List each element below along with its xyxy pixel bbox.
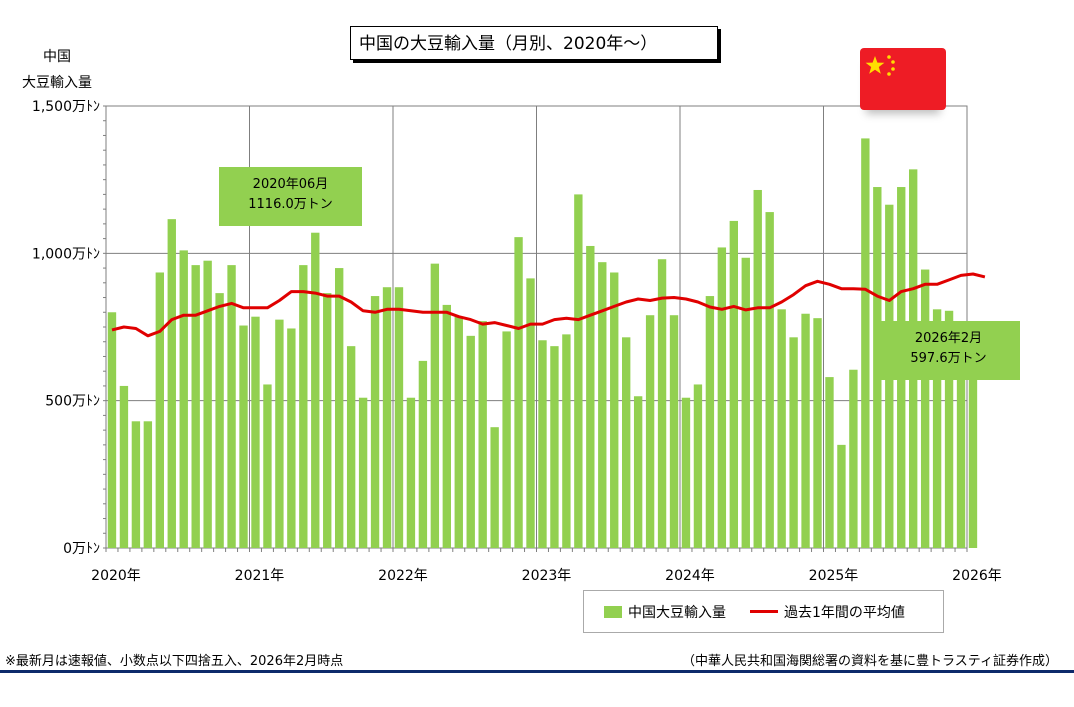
bar bbox=[454, 316, 463, 548]
x-tick-label: 2022年 bbox=[378, 568, 428, 584]
footer-rule bbox=[0, 670, 1074, 673]
callout-2026-02: 2026年2月 597.6万トン bbox=[877, 321, 1020, 380]
y-tick-label: 0万ﾄﾝ bbox=[63, 541, 100, 557]
bar bbox=[657, 259, 667, 548]
bar bbox=[693, 384, 703, 548]
bar bbox=[514, 237, 523, 549]
callout-2026-02-date: 2026年2月 bbox=[914, 331, 983, 346]
chart-legend: 中国大豆輸入量 過去1年間の平均値 bbox=[583, 590, 944, 633]
x-tick-label: 2023年 bbox=[522, 568, 572, 584]
bar bbox=[358, 397, 368, 548]
bar bbox=[275, 319, 284, 548]
bar bbox=[526, 278, 535, 548]
bar bbox=[430, 263, 440, 548]
moving-average-line bbox=[111, 272, 986, 338]
bar bbox=[717, 247, 727, 548]
bar bbox=[777, 309, 786, 548]
bar bbox=[119, 385, 129, 548]
bar bbox=[203, 260, 212, 548]
footnote-right: （中華人民共和国海関総署の資料を基に豊トラスティ証券作成） bbox=[682, 654, 1058, 669]
bar bbox=[466, 335, 475, 548]
bar bbox=[550, 346, 559, 548]
y-axis-label-line1: 中国 bbox=[43, 49, 71, 65]
bar bbox=[944, 310, 954, 548]
bar bbox=[861, 138, 870, 548]
legend-line-label: 過去1年間の平均値 bbox=[784, 604, 905, 621]
bar bbox=[335, 268, 344, 548]
bar bbox=[107, 312, 117, 548]
bar bbox=[299, 265, 308, 548]
footnote-left: ※最新月は速報値、小数点以下四捨五入、2026年2月時点 bbox=[5, 654, 344, 669]
bar bbox=[610, 272, 619, 548]
bar bbox=[394, 287, 404, 548]
bar bbox=[622, 337, 631, 548]
bar bbox=[765, 212, 774, 548]
bar bbox=[239, 325, 248, 548]
bar bbox=[681, 397, 691, 548]
bar bbox=[406, 397, 416, 548]
bar bbox=[251, 316, 260, 548]
bar bbox=[502, 331, 511, 548]
bar bbox=[143, 421, 153, 548]
bar bbox=[382, 287, 392, 548]
bar bbox=[920, 269, 930, 548]
bar bbox=[956, 354, 966, 548]
bar bbox=[311, 232, 320, 548]
bar bbox=[849, 369, 858, 548]
bar bbox=[705, 296, 715, 548]
legend-line-swatch bbox=[750, 610, 778, 613]
bar bbox=[538, 340, 547, 548]
bar bbox=[287, 328, 296, 548]
bar bbox=[215, 293, 224, 548]
bar bbox=[442, 304, 451, 548]
bar bbox=[741, 257, 750, 548]
bar bbox=[801, 313, 810, 548]
callout-2020-06-date: 2020年06月 bbox=[252, 177, 329, 192]
bar bbox=[837, 444, 846, 548]
bar bbox=[586, 245, 595, 548]
bar bbox=[753, 189, 762, 549]
bar bbox=[789, 337, 798, 548]
bar bbox=[227, 265, 236, 548]
bar bbox=[669, 315, 679, 548]
x-tick-label: 2021年 bbox=[235, 568, 285, 584]
bar bbox=[370, 296, 380, 548]
bar bbox=[633, 396, 643, 548]
bar bbox=[263, 384, 272, 548]
bar bbox=[478, 321, 487, 548]
bar bbox=[323, 293, 332, 548]
callout-2020-06-value: 1116.0万トン bbox=[248, 197, 333, 212]
bar bbox=[932, 309, 942, 548]
legend-bar-swatch bbox=[604, 605, 622, 618]
bar bbox=[179, 250, 188, 549]
x-tick-label: 2024年 bbox=[665, 568, 715, 584]
bar bbox=[191, 265, 200, 548]
y-tick-label: 1,500万ﾄﾝ bbox=[32, 99, 100, 115]
y-tick-label: 1,000万ﾄﾝ bbox=[32, 246, 100, 262]
y-tick-label: 500万ﾄﾝ bbox=[45, 394, 100, 410]
callout-2026-02-value: 597.6万トン bbox=[910, 351, 987, 366]
bar bbox=[574, 194, 583, 548]
bar bbox=[418, 360, 428, 548]
chart-title: 中国の大豆輸入量（月別、2020年～） bbox=[350, 26, 718, 60]
bar bbox=[155, 272, 164, 548]
bar bbox=[167, 219, 176, 549]
bar bbox=[968, 371, 978, 548]
bar bbox=[813, 318, 822, 548]
bar bbox=[490, 427, 499, 548]
legend-bar-label: 中国大豆輸入量 bbox=[628, 604, 726, 621]
x-tick-label: 2020年 bbox=[91, 568, 141, 584]
x-tick-label: 2026年 bbox=[952, 568, 1002, 584]
x-tick-label: 2025年 bbox=[809, 568, 859, 584]
bar bbox=[729, 220, 738, 549]
bar bbox=[598, 262, 607, 548]
bar bbox=[645, 315, 655, 548]
y-axis-label-line2: 大豆輸入量 bbox=[22, 75, 92, 91]
bar bbox=[346, 346, 356, 548]
china-flag-icon bbox=[860, 48, 946, 110]
bar bbox=[825, 377, 834, 548]
bar bbox=[562, 334, 571, 548]
bar bbox=[131, 421, 141, 548]
callout-2020-06: 2020年06月 1116.0万トン bbox=[219, 167, 362, 226]
